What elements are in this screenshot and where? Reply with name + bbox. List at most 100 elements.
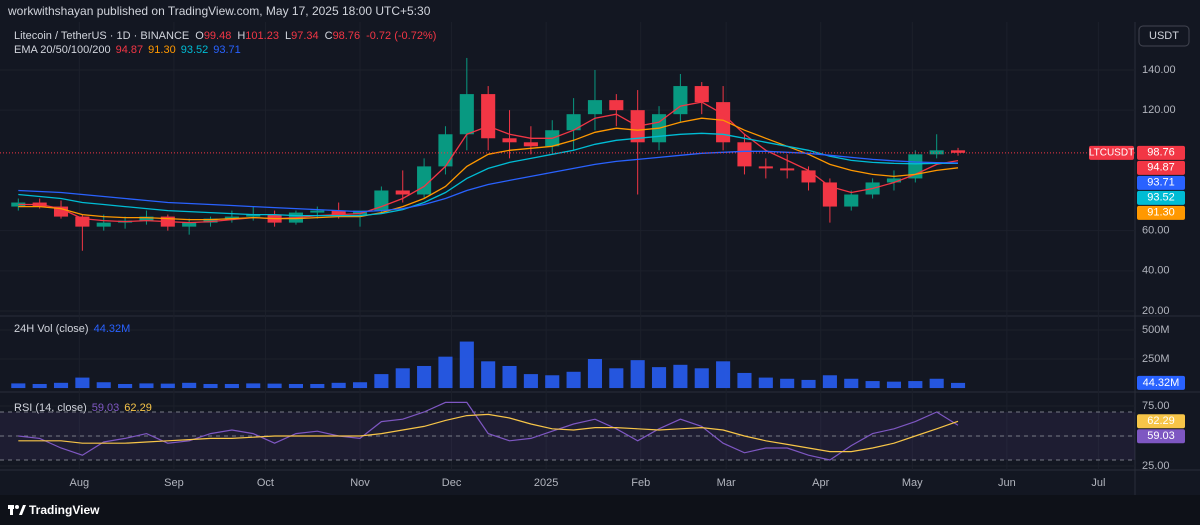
- candle-body: [96, 222, 111, 227]
- volume-bar: [908, 381, 923, 389]
- volume-bar: [438, 356, 453, 389]
- ohlc-value: 99.48: [204, 30, 232, 42]
- ohlc-value: 97.34: [291, 30, 319, 42]
- pane-title: RSI (14, close): [14, 402, 87, 414]
- volume-bar: [417, 365, 432, 389]
- plot-layer: [0, 22, 1135, 470]
- candle-body: [438, 134, 453, 167]
- indicator-value: 93.71: [213, 44, 241, 56]
- volume-bar: [716, 361, 731, 389]
- y-tick-label: 120.00: [1142, 104, 1176, 116]
- volume-bar: [801, 379, 816, 389]
- volume-bar: [331, 382, 346, 389]
- volume-bar: [459, 341, 474, 389]
- candle-body: [502, 138, 517, 143]
- footer-logo: [8, 505, 26, 515]
- candle-body: [886, 178, 902, 183]
- price-badge-label: 93.52: [1147, 192, 1175, 204]
- volume-bar: [203, 383, 218, 389]
- volume-bar: [75, 377, 90, 389]
- volume-bar: [822, 375, 837, 389]
- indicator-value: 91.30: [148, 44, 176, 56]
- volume-bar: [53, 382, 69, 389]
- volume-bar: [609, 368, 624, 389]
- x-tick-label: 2025: [534, 477, 558, 489]
- pane-value: 44.32M: [94, 323, 131, 335]
- volume-bar: [310, 383, 325, 389]
- candle-body: [417, 166, 432, 195]
- volume-bar: [523, 374, 538, 389]
- candle-body: [75, 216, 90, 227]
- volume-bar: [844, 378, 859, 389]
- volume-bar: [630, 360, 645, 389]
- published-line: workwithshayan published on TradingView.…: [7, 4, 431, 18]
- price-badge: [1137, 145, 1185, 160]
- symbol-label: LTCUSDT: [1089, 147, 1134, 158]
- x-tick-label: Feb: [631, 477, 650, 489]
- volume-bar: [246, 383, 261, 389]
- change-value: -0.72 (-0.72%): [366, 30, 436, 42]
- price-badge-label: 94.87: [1147, 162, 1175, 174]
- candle-body: [609, 100, 624, 111]
- volume-bar: [758, 377, 773, 389]
- volume-bar: [395, 368, 410, 389]
- footer-brand: TradingView: [29, 503, 100, 517]
- chart-title: Litecoin / TetherUS · 1D · BINANCE: [14, 30, 189, 42]
- price-badge: [1137, 375, 1185, 390]
- x-tick-label: Mar: [717, 477, 736, 489]
- pane-value: 62.29: [124, 402, 152, 414]
- ema-line: [18, 117, 959, 221]
- price-badge-label: 62.29: [1147, 415, 1175, 427]
- currency-button-frame[interactable]: [1138, 25, 1190, 47]
- candle-body: [352, 210, 368, 215]
- volume-bar: [651, 367, 667, 389]
- volume-bar: [865, 381, 880, 389]
- volume-bar: [587, 358, 603, 389]
- y-tick-label: 40.00: [1142, 265, 1170, 277]
- x-tick-label: Oct: [257, 477, 274, 489]
- volume-bar: [160, 383, 175, 389]
- candle-body: [844, 194, 859, 207]
- volume-bar: [224, 383, 239, 389]
- volume-bar: [950, 382, 966, 389]
- currency-button[interactable]: USDT: [1138, 25, 1190, 47]
- price-badge-label: 93.71: [1147, 177, 1175, 189]
- volume-bar: [481, 361, 496, 389]
- candle-body: [182, 222, 197, 227]
- volume-bar: [694, 368, 709, 389]
- candle-body: [481, 94, 496, 139]
- x-tick-label: May: [902, 477, 923, 489]
- candle-body: [694, 86, 709, 103]
- rsi-line: [18, 401, 959, 461]
- currency-label[interactable]: USDT: [1149, 30, 1179, 42]
- volume-bar: [886, 381, 902, 389]
- logo-shape: [19, 505, 26, 515]
- x-tick-label: Jul: [1091, 477, 1105, 489]
- candle-body: [523, 142, 538, 147]
- logo-shape: [15, 505, 19, 509]
- indicator-value: 93.52: [181, 44, 209, 56]
- ema-line: [18, 132, 959, 217]
- candle-body: [224, 216, 239, 219]
- candle-body: [780, 168, 795, 171]
- y-tick-label: 20.00: [1142, 305, 1170, 317]
- pane-value: 59.03: [92, 402, 120, 414]
- price-badge: [1137, 160, 1185, 175]
- volume-bar: [118, 383, 133, 389]
- y-tick-label: 250M: [1142, 353, 1170, 365]
- volume-bar: [502, 365, 517, 389]
- candle-body: [801, 170, 816, 183]
- candle-body: [737, 142, 752, 167]
- volume-bar: [352, 382, 368, 389]
- y-tick-label: 140.00: [1142, 64, 1176, 76]
- volume-bar: [566, 371, 581, 389]
- candle-body: [459, 94, 474, 135]
- pane-title: 24H Vol (close): [14, 323, 89, 335]
- price-badge: [1137, 175, 1185, 190]
- candle-body: [139, 216, 154, 221]
- candle-body: [53, 206, 69, 217]
- candle-body: [203, 218, 218, 223]
- volume-bar: [929, 378, 944, 389]
- indicator-value: 94.87: [116, 44, 144, 56]
- ema-line: [18, 101, 959, 224]
